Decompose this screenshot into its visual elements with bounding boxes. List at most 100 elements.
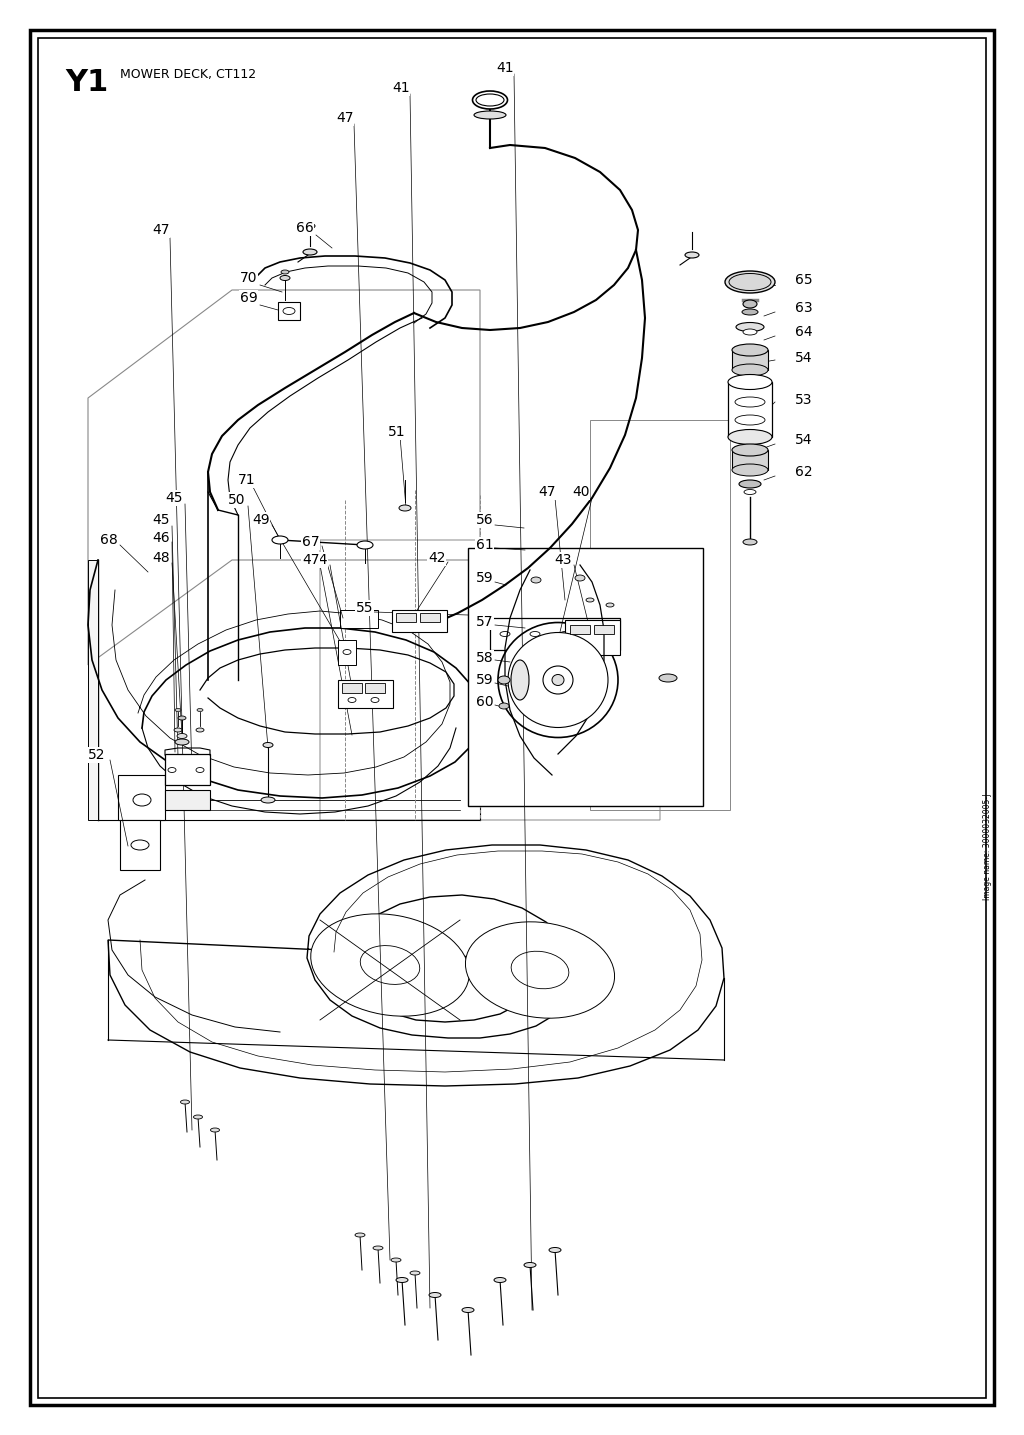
Ellipse shape <box>549 1247 561 1253</box>
Ellipse shape <box>586 598 594 603</box>
Ellipse shape <box>732 443 768 456</box>
Ellipse shape <box>606 603 614 607</box>
Ellipse shape <box>732 464 768 476</box>
Ellipse shape <box>391 1258 401 1261</box>
Ellipse shape <box>476 95 504 106</box>
Bar <box>338 640 356 664</box>
Ellipse shape <box>736 323 764 331</box>
Ellipse shape <box>429 1293 441 1297</box>
Ellipse shape <box>194 1115 203 1119</box>
Polygon shape <box>565 620 620 654</box>
Ellipse shape <box>735 415 765 425</box>
Text: 40: 40 <box>572 485 590 499</box>
Bar <box>732 350 768 370</box>
Text: Y1: Y1 <box>65 67 109 98</box>
Ellipse shape <box>348 697 356 703</box>
Ellipse shape <box>743 329 757 334</box>
Ellipse shape <box>303 250 317 255</box>
Ellipse shape <box>725 271 775 293</box>
Ellipse shape <box>524 1263 536 1267</box>
Ellipse shape <box>343 650 351 654</box>
Ellipse shape <box>742 309 758 316</box>
Polygon shape <box>165 753 210 785</box>
Text: 68: 68 <box>100 532 118 547</box>
Ellipse shape <box>511 951 569 989</box>
Text: 61: 61 <box>476 538 494 552</box>
Ellipse shape <box>283 307 295 314</box>
Text: 67: 67 <box>302 535 319 550</box>
Ellipse shape <box>305 224 315 228</box>
Text: 47: 47 <box>152 222 170 237</box>
Text: MOWER DECK, CT112: MOWER DECK, CT112 <box>120 67 256 80</box>
Bar <box>396 613 416 621</box>
Bar <box>594 626 614 634</box>
Ellipse shape <box>500 631 510 637</box>
Bar <box>732 451 768 471</box>
Text: 52: 52 <box>88 748 105 762</box>
Ellipse shape <box>261 796 275 804</box>
Ellipse shape <box>735 397 765 408</box>
Text: 59: 59 <box>476 571 494 585</box>
Ellipse shape <box>131 839 150 850</box>
Text: 63: 63 <box>795 301 813 316</box>
Ellipse shape <box>371 697 379 703</box>
Text: 59: 59 <box>476 673 494 687</box>
Text: 44: 44 <box>310 552 328 567</box>
Text: 46: 46 <box>152 531 170 545</box>
Ellipse shape <box>728 375 772 389</box>
Text: 54: 54 <box>795 352 812 364</box>
Text: 47: 47 <box>336 110 353 125</box>
Ellipse shape <box>543 666 573 695</box>
Text: 70: 70 <box>240 271 257 286</box>
Ellipse shape <box>659 674 677 682</box>
Text: 60: 60 <box>476 695 494 709</box>
Polygon shape <box>278 301 300 320</box>
Ellipse shape <box>499 703 509 709</box>
Ellipse shape <box>552 674 564 686</box>
Ellipse shape <box>560 631 570 637</box>
Ellipse shape <box>728 429 772 445</box>
Ellipse shape <box>575 575 585 581</box>
Polygon shape <box>165 791 210 809</box>
Text: 53: 53 <box>795 393 812 408</box>
Ellipse shape <box>177 733 187 739</box>
Ellipse shape <box>373 1246 383 1250</box>
Text: 45: 45 <box>152 512 170 527</box>
Text: 50: 50 <box>228 494 246 507</box>
Bar <box>340 610 378 629</box>
Ellipse shape <box>263 742 273 748</box>
Text: 57: 57 <box>476 616 494 629</box>
Ellipse shape <box>281 270 289 274</box>
Ellipse shape <box>511 660 529 700</box>
Ellipse shape <box>396 1277 408 1283</box>
Text: 42: 42 <box>428 551 445 565</box>
Ellipse shape <box>472 90 508 109</box>
Bar <box>728 382 772 438</box>
Text: 66: 66 <box>296 221 313 235</box>
Text: 48: 48 <box>152 551 170 565</box>
Ellipse shape <box>466 921 614 1019</box>
Ellipse shape <box>178 716 186 720</box>
Text: 55: 55 <box>356 601 374 616</box>
Bar <box>338 680 393 707</box>
Ellipse shape <box>593 631 603 637</box>
Ellipse shape <box>360 946 420 984</box>
Ellipse shape <box>357 541 373 550</box>
Ellipse shape <box>180 1101 189 1104</box>
Text: 69: 69 <box>240 291 258 306</box>
Ellipse shape <box>685 253 699 258</box>
Text: 71: 71 <box>238 474 256 486</box>
Ellipse shape <box>211 1128 219 1132</box>
Ellipse shape <box>474 110 506 119</box>
Ellipse shape <box>196 768 204 772</box>
Ellipse shape <box>530 631 540 637</box>
Ellipse shape <box>175 739 189 745</box>
Ellipse shape <box>310 914 469 1016</box>
Text: 51: 51 <box>388 425 406 439</box>
Text: 58: 58 <box>476 651 494 664</box>
Text: 65: 65 <box>795 273 813 287</box>
Text: 41: 41 <box>496 62 514 75</box>
Ellipse shape <box>739 479 761 488</box>
Ellipse shape <box>732 364 768 376</box>
Ellipse shape <box>743 540 757 545</box>
